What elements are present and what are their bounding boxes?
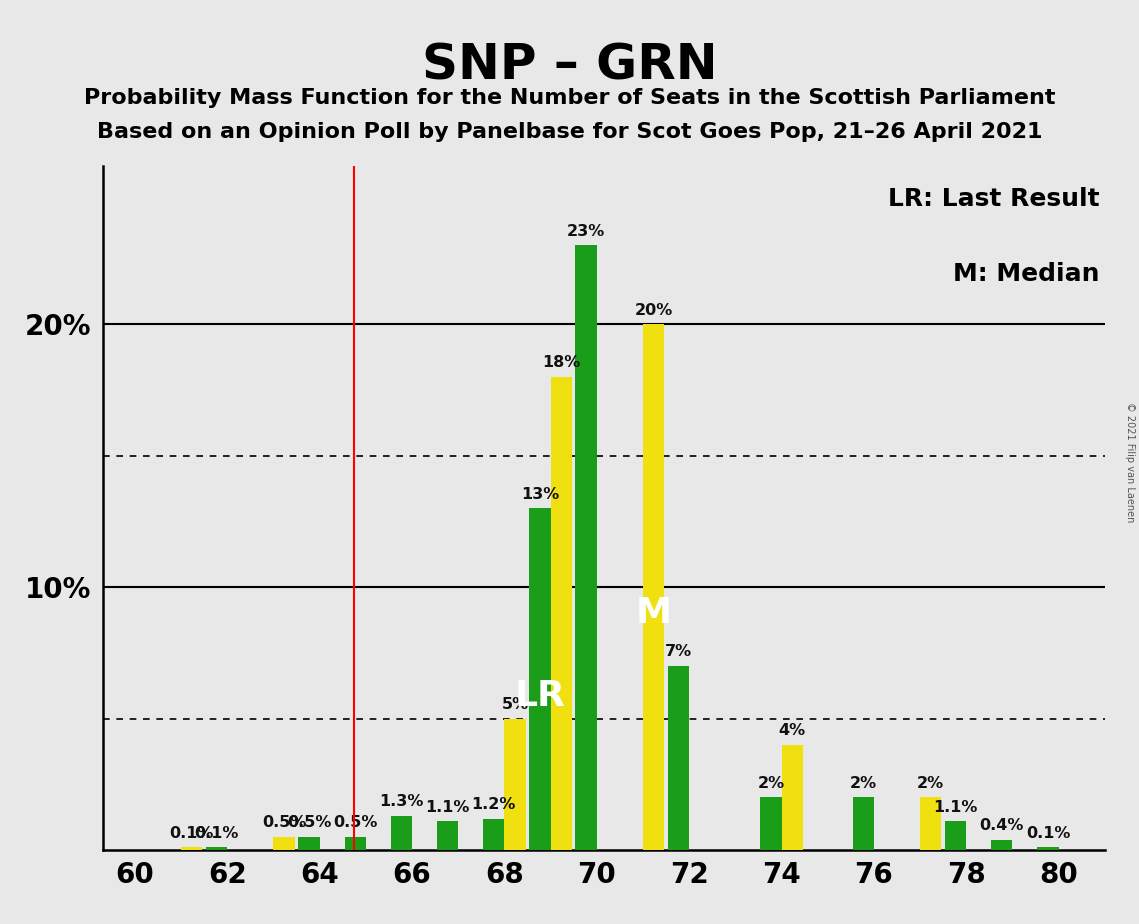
Text: 0.5%: 0.5% <box>287 815 331 831</box>
Text: 2%: 2% <box>850 776 877 791</box>
Text: 4%: 4% <box>779 723 805 738</box>
Bar <box>945 821 966 850</box>
Text: 23%: 23% <box>567 224 605 238</box>
Bar <box>505 719 525 850</box>
Bar <box>206 847 227 850</box>
Text: 0.1%: 0.1% <box>170 826 214 841</box>
Bar <box>530 508 550 850</box>
Bar <box>991 840 1013 850</box>
Text: 1.3%: 1.3% <box>379 795 424 809</box>
Text: M: M <box>636 596 672 630</box>
Bar <box>760 797 781 850</box>
Text: 0.5%: 0.5% <box>262 815 306 831</box>
Text: LR: Last Result: LR: Last Result <box>888 187 1100 211</box>
Text: SNP – GRN: SNP – GRN <box>421 42 718 90</box>
Text: 1.2%: 1.2% <box>472 796 516 812</box>
Text: 5%: 5% <box>501 697 528 712</box>
Text: 2%: 2% <box>917 776 944 791</box>
Bar <box>181 847 203 850</box>
Bar <box>781 745 803 850</box>
Text: 13%: 13% <box>521 487 559 502</box>
Text: 0.1%: 0.1% <box>195 826 239 841</box>
Text: 2%: 2% <box>757 776 785 791</box>
Text: 1.1%: 1.1% <box>425 799 469 815</box>
Text: © 2021 Filip van Laenen: © 2021 Filip van Laenen <box>1125 402 1134 522</box>
Bar <box>667 666 689 850</box>
Bar <box>920 797 941 850</box>
Text: LR: LR <box>515 679 565 713</box>
Bar <box>437 821 458 850</box>
Bar <box>298 837 320 850</box>
Text: 0.5%: 0.5% <box>333 815 377 831</box>
Bar <box>550 377 572 850</box>
Text: Probability Mass Function for the Number of Seats in the Scottish Parliament: Probability Mass Function for the Number… <box>84 88 1055 108</box>
Bar <box>483 819 505 850</box>
Bar <box>575 245 597 850</box>
Text: 1.1%: 1.1% <box>934 799 977 815</box>
Bar <box>853 797 874 850</box>
Text: 20%: 20% <box>634 302 673 318</box>
Bar <box>344 837 366 850</box>
Text: 18%: 18% <box>542 355 580 371</box>
Bar <box>1038 847 1058 850</box>
Text: M: Median: M: Median <box>953 262 1100 286</box>
Bar <box>642 324 664 850</box>
Text: Based on an Opinion Poll by Panelbase for Scot Goes Pop, 21–26 April 2021: Based on an Opinion Poll by Panelbase fo… <box>97 122 1042 142</box>
Text: 0.4%: 0.4% <box>980 818 1024 833</box>
Bar <box>273 837 295 850</box>
Bar <box>391 816 412 850</box>
Text: 0.1%: 0.1% <box>1026 826 1071 841</box>
Text: 7%: 7% <box>665 644 693 660</box>
